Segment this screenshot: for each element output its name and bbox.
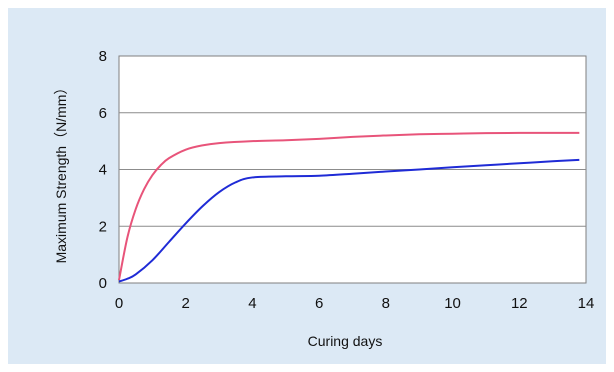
x-axis-title: Curing days bbox=[308, 333, 383, 349]
x-tick-label: 10 bbox=[444, 295, 461, 312]
series-layer bbox=[118, 131, 580, 283]
y-tick-labels: 0 2 4 6 8 bbox=[99, 48, 107, 292]
series-line-1 bbox=[118, 131, 580, 281]
x-tick-label: 14 bbox=[578, 295, 595, 312]
x-tick-label: 4 bbox=[248, 295, 256, 312]
gridlines bbox=[119, 112, 586, 227]
x-tick-label: 8 bbox=[382, 295, 390, 312]
x-tick-label: 2 bbox=[182, 295, 190, 312]
y-axis-title: Maximum Strength（N/mm） bbox=[53, 81, 69, 264]
y-tick-label: 8 bbox=[99, 48, 107, 65]
y-tick-label: 2 bbox=[99, 218, 107, 235]
y-tick-label: 4 bbox=[99, 162, 107, 179]
x-tick-label: 12 bbox=[511, 295, 528, 312]
y-tick-label: 0 bbox=[99, 275, 107, 292]
series-line-2 bbox=[118, 158, 580, 283]
x-tick-label: 0 bbox=[115, 295, 123, 312]
x-tick-label: 6 bbox=[315, 295, 323, 312]
y-tick-label: 6 bbox=[99, 105, 107, 122]
x-tick-labels: 0 2 4 6 8 10 12 14 bbox=[115, 295, 595, 312]
